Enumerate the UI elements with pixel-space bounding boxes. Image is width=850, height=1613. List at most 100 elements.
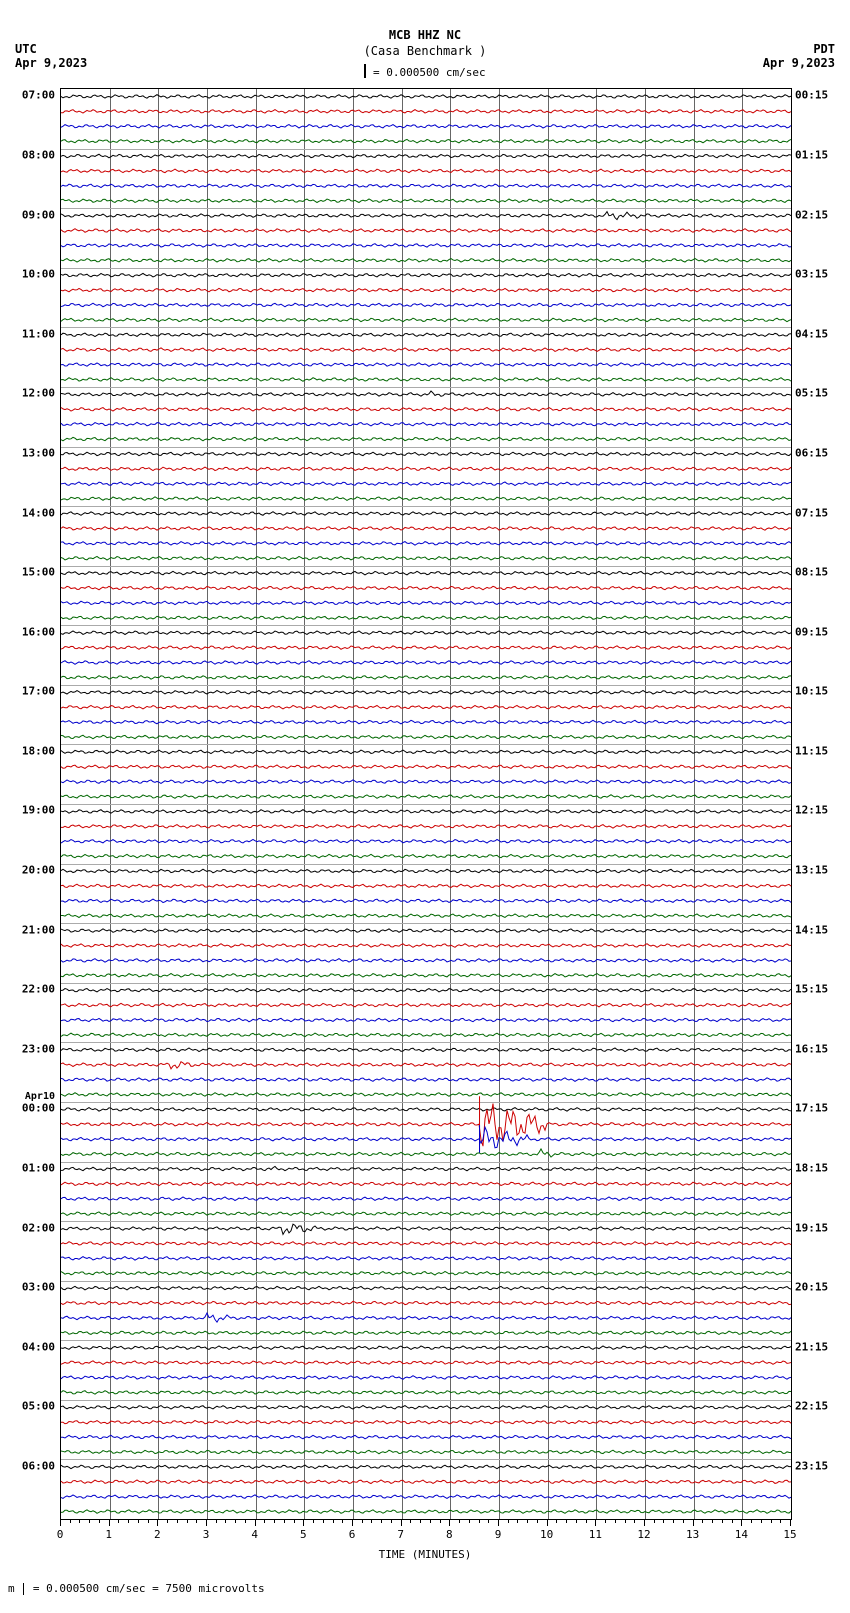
x-tick-minor bbox=[654, 1520, 655, 1523]
x-tick-minor bbox=[702, 1520, 703, 1523]
x-tick-major bbox=[644, 1520, 645, 1526]
x-tick-minor bbox=[264, 1520, 265, 1523]
x-tick-minor bbox=[79, 1520, 80, 1523]
x-tick-minor bbox=[148, 1520, 149, 1523]
x-tick-minor bbox=[615, 1520, 616, 1523]
time-label-pdt: 15:15 bbox=[795, 983, 828, 996]
x-tick-minor bbox=[381, 1520, 382, 1523]
x-tick-minor bbox=[732, 1520, 733, 1523]
x-tick-minor bbox=[323, 1520, 324, 1523]
time-label-pdt: 03:15 bbox=[795, 268, 828, 281]
x-tick-minor bbox=[673, 1520, 674, 1523]
time-label-pdt: 00:15 bbox=[795, 89, 828, 102]
time-label-pdt: 09:15 bbox=[795, 625, 828, 638]
x-tick-minor bbox=[138, 1520, 139, 1523]
x-tick-major bbox=[303, 1520, 304, 1526]
time-label-utc: 10:00 bbox=[22, 268, 55, 281]
x-tick-major bbox=[401, 1520, 402, 1526]
x-tick-minor bbox=[391, 1520, 392, 1523]
x-tick-major bbox=[595, 1520, 596, 1526]
x-tick-minor bbox=[333, 1520, 334, 1523]
x-tick-major bbox=[255, 1520, 256, 1526]
x-tick-minor bbox=[245, 1520, 246, 1523]
x-tick-label: 15 bbox=[783, 1528, 796, 1541]
x-tick-minor bbox=[167, 1520, 168, 1523]
seismogram-container: MCB HHZ NC (Casa Benchmark ) = 0.000500 … bbox=[0, 0, 850, 1613]
time-label-utc: 18:00 bbox=[22, 744, 55, 757]
time-label-pdt: 17:15 bbox=[795, 1102, 828, 1115]
location-subtitle: (Casa Benchmark ) bbox=[0, 44, 850, 58]
time-label-utc: 23:00 bbox=[22, 1042, 55, 1055]
time-label-utc: 15:00 bbox=[22, 566, 55, 579]
time-label-utc: 17:00 bbox=[22, 685, 55, 698]
trace bbox=[61, 89, 791, 1519]
time-label-utc: 19:00 bbox=[22, 804, 55, 817]
x-tick-label: 9 bbox=[495, 1528, 502, 1541]
x-tick-minor bbox=[371, 1520, 372, 1523]
scale-indicator-top: = 0.000500 cm/sec bbox=[0, 62, 850, 79]
x-tick-minor bbox=[634, 1520, 635, 1523]
time-label-pdt: 18:15 bbox=[795, 1161, 828, 1174]
time-label-utc: 11:00 bbox=[22, 327, 55, 340]
timezone-right: PDT bbox=[813, 42, 835, 56]
time-label-utc: 12:00 bbox=[22, 387, 55, 400]
time-label-utc: 07:00 bbox=[22, 89, 55, 102]
time-label-utc: 01:00 bbox=[22, 1161, 55, 1174]
x-tick-minor bbox=[294, 1520, 295, 1523]
x-tick-label: 13 bbox=[686, 1528, 699, 1541]
x-tick-minor bbox=[761, 1520, 762, 1523]
x-tick-minor bbox=[410, 1520, 411, 1523]
x-tick-major bbox=[352, 1520, 353, 1526]
x-tick-label: 6 bbox=[349, 1528, 356, 1541]
x-tick-major bbox=[449, 1520, 450, 1526]
time-label-utc: 00:00 bbox=[22, 1102, 55, 1115]
x-tick-minor bbox=[566, 1520, 567, 1523]
x-tick-major bbox=[498, 1520, 499, 1526]
x-tick-label: 2 bbox=[154, 1528, 161, 1541]
time-label-pdt: 14:15 bbox=[795, 923, 828, 936]
time-label-utc: 08:00 bbox=[22, 149, 55, 162]
x-tick-minor bbox=[284, 1520, 285, 1523]
x-tick-minor bbox=[89, 1520, 90, 1523]
x-tick-label: 11 bbox=[589, 1528, 602, 1541]
time-label-utc: 02:00 bbox=[22, 1221, 55, 1234]
time-label-pdt: 08:15 bbox=[795, 566, 828, 579]
x-tick-minor bbox=[235, 1520, 236, 1523]
date-left: Apr 9,2023 bbox=[15, 56, 87, 70]
x-tick-minor bbox=[225, 1520, 226, 1523]
time-label-pdt: 02:15 bbox=[795, 208, 828, 221]
time-label-utc: 20:00 bbox=[22, 864, 55, 877]
x-tick-label: 8 bbox=[446, 1528, 453, 1541]
x-tick-label: 7 bbox=[397, 1528, 404, 1541]
x-tick-minor bbox=[469, 1520, 470, 1523]
day-change-label: Apr10 bbox=[25, 1091, 55, 1102]
x-tick-minor bbox=[771, 1520, 772, 1523]
x-tick-label: 3 bbox=[203, 1528, 210, 1541]
time-label-pdt: 07:15 bbox=[795, 506, 828, 519]
time-label-pdt: 20:15 bbox=[795, 1281, 828, 1294]
x-tick-label: 0 bbox=[57, 1528, 64, 1541]
x-tick-minor bbox=[420, 1520, 421, 1523]
date-right: Apr 9,2023 bbox=[763, 56, 835, 70]
time-label-pdt: 21:15 bbox=[795, 1340, 828, 1353]
time-label-utc: 14:00 bbox=[22, 506, 55, 519]
time-label-pdt: 12:15 bbox=[795, 804, 828, 817]
x-tick-major bbox=[693, 1520, 694, 1526]
x-tick-minor bbox=[488, 1520, 489, 1523]
time-label-pdt: 23:15 bbox=[795, 1459, 828, 1472]
time-label-utc: 22:00 bbox=[22, 983, 55, 996]
time-label-pdt: 10:15 bbox=[795, 685, 828, 698]
time-label-utc: 13:00 bbox=[22, 446, 55, 459]
x-tick-minor bbox=[751, 1520, 752, 1523]
x-tick-minor bbox=[605, 1520, 606, 1523]
x-tick-minor bbox=[70, 1520, 71, 1523]
x-tick-minor bbox=[527, 1520, 528, 1523]
footer-scale: m = 0.000500 cm/sec = 7500 microvolts bbox=[8, 1582, 265, 1595]
x-tick-minor bbox=[187, 1520, 188, 1523]
time-label-pdt: 13:15 bbox=[795, 864, 828, 877]
x-tick-label: 1 bbox=[105, 1528, 112, 1541]
x-tick-minor bbox=[683, 1520, 684, 1523]
time-label-pdt: 16:15 bbox=[795, 1042, 828, 1055]
x-tick-minor bbox=[216, 1520, 217, 1523]
x-tick-major bbox=[206, 1520, 207, 1526]
